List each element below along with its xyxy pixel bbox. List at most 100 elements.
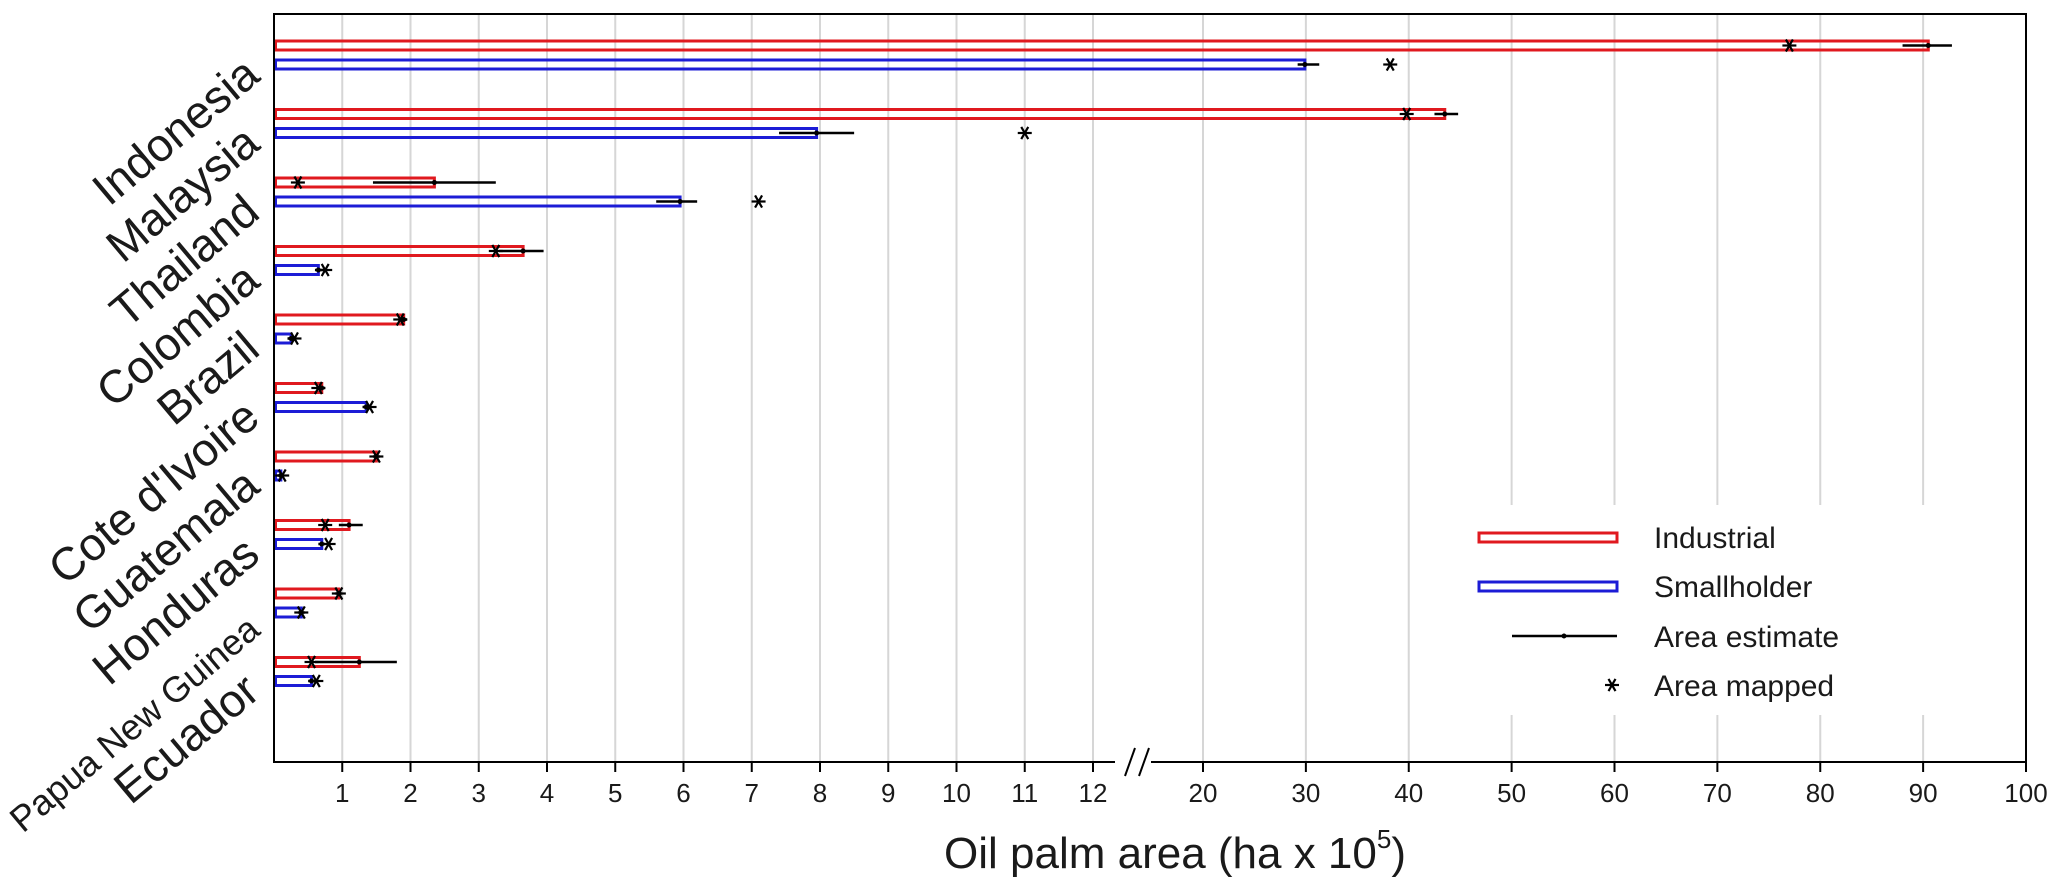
marker-stroke (293, 175, 303, 190)
bar-smallholder (274, 675, 314, 687)
x-tick-label: 80 (1806, 778, 1835, 808)
x-tick-label: 30 (1291, 778, 1320, 808)
marker-stroke (371, 449, 381, 464)
area-mapped-marker (287, 331, 302, 346)
estimate-point (346, 522, 352, 528)
x-tick-label: 5 (608, 778, 622, 808)
estimate-point (1925, 43, 1931, 48)
legend-swatch-industrial (1477, 531, 1619, 544)
marker-stroke (324, 537, 334, 551)
x-axis-title-text: Oil palm area (ha x 10 (944, 829, 1377, 878)
legend-swatch-smallholder (1477, 580, 1619, 593)
marker-stroke (395, 312, 405, 327)
area-mapped-marker (1017, 126, 1032, 140)
estimate-point (431, 180, 437, 185)
axis-break-slash (1138, 747, 1150, 777)
area-mapped-marker (318, 263, 333, 277)
area-mapped-marker (1399, 107, 1414, 121)
bar-smallholder (274, 401, 368, 413)
estimate-point (814, 130, 820, 136)
marker-stroke (313, 381, 323, 395)
area-mapped-marker (318, 518, 333, 532)
area-mapped-marker (488, 244, 503, 258)
legend-label: Industrial (1654, 522, 1776, 555)
marker-stroke (334, 586, 344, 601)
x-axis-ticks: 1 2 3 4 5 6 7 8 9 10 11 12 20 30 40 50 60 70 80 90 100 (335, 762, 2048, 808)
estimate-point (356, 659, 362, 665)
x-tick-label: 4 (540, 778, 554, 808)
marker-stroke (754, 194, 764, 209)
bar-industrial (274, 313, 406, 326)
bar-industrial (274, 450, 378, 463)
x-tick-label: 11 (1011, 778, 1038, 808)
x-tick-label: 7 (745, 778, 759, 808)
axis-break-slash (1124, 747, 1136, 777)
mapped-markers (275, 38, 1797, 688)
legend: Industrial Smallholder Area estimate Area m… (1460, 505, 2008, 715)
x-tick-label: 100 (2004, 778, 2047, 808)
bar-industrial (274, 245, 525, 257)
bar-industrial (274, 587, 341, 600)
x-tick-label: 70 (1703, 778, 1732, 808)
bar-smallholder (274, 264, 320, 276)
area-mapped-marker (275, 468, 290, 483)
x-tick-label: 90 (1909, 778, 1938, 808)
area-mapped-marker (309, 674, 324, 688)
legend-label: Area estimate (1654, 621, 1839, 654)
marker-stroke (491, 244, 501, 258)
bar-industrial (274, 39, 1930, 52)
bar-industrial (274, 519, 351, 531)
x-axis-title-suffix: ) (1391, 829, 1406, 878)
legend-label: Area mapped (1654, 670, 1834, 703)
bar-smallholder (274, 58, 1307, 71)
estimate-point (1302, 62, 1308, 67)
area-mapped-marker (331, 586, 346, 601)
area-mapped-marker (311, 381, 326, 395)
area-mapped-marker (321, 537, 336, 551)
area-mapped-marker (290, 175, 305, 190)
x-tick-label: 20 (1189, 778, 1218, 808)
area-mapped-marker (1383, 57, 1398, 72)
x-tick-label: 12 (1079, 778, 1108, 808)
area-mapped-marker (369, 449, 384, 464)
area-mapped-marker (751, 194, 766, 209)
marker-stroke (277, 468, 287, 483)
area-mapped-marker (294, 605, 309, 620)
x-tick-label: 2 (403, 778, 417, 808)
area-mapped-marker (393, 312, 408, 327)
marker-stroke (1385, 57, 1395, 72)
legend-label: Smallholder (1654, 571, 1812, 604)
x-tick-label: 40 (1394, 778, 1423, 808)
marker-stroke (311, 674, 321, 688)
estimate-point (520, 248, 526, 254)
x-tick-label: 9 (881, 778, 895, 808)
area-mapped-marker (362, 400, 377, 414)
estimate-point (1442, 111, 1448, 117)
legend-swatch-point (1561, 633, 1567, 639)
category-labels: IndonesiaMalaysiaThailandColombiaBrazilC… (2, 47, 269, 840)
x-tick-label: 60 (1600, 778, 1629, 808)
x-tick-label: 3 (472, 778, 486, 808)
x-tick-label: 1 (335, 778, 349, 808)
axis-break-marker (1115, 747, 1151, 777)
marker-stroke (1607, 678, 1617, 692)
x-axis-title: Oil palm area (ha x 105) (944, 824, 1406, 878)
x-tick-label: 8 (813, 778, 827, 808)
area-mapped-marker (304, 655, 319, 669)
bar-smallholder (274, 538, 324, 550)
marker-stroke (296, 605, 306, 620)
marker-stroke (1784, 38, 1794, 53)
bar-industrial (274, 108, 1447, 120)
x-tick-label: 50 (1497, 778, 1526, 808)
x-tick-label: 10 (942, 778, 971, 808)
area-mapped-marker (1605, 678, 1619, 692)
marker-stroke (365, 400, 375, 414)
marker-stroke (290, 331, 299, 346)
legend-background (1460, 505, 2008, 715)
marker-stroke (320, 518, 330, 532)
marker-stroke (1402, 107, 1412, 121)
marker-stroke (320, 263, 330, 277)
area-mapped-marker (1782, 38, 1797, 53)
x-tick-label: 6 (676, 778, 690, 808)
